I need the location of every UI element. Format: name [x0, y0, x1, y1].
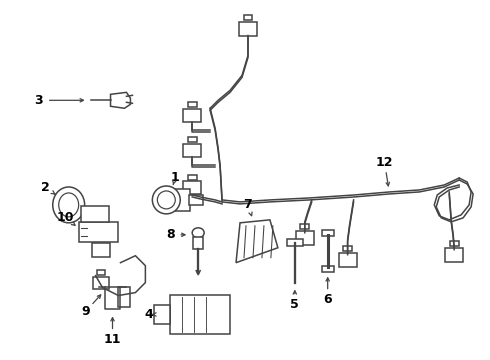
- Circle shape: [152, 186, 180, 214]
- Bar: [97, 270, 104, 275]
- Bar: [322, 230, 334, 236]
- Text: 8: 8: [166, 228, 174, 241]
- Ellipse shape: [59, 193, 78, 217]
- Bar: [154, 305, 171, 324]
- Polygon shape: [111, 92, 130, 108]
- Bar: [183, 144, 201, 157]
- Ellipse shape: [53, 187, 85, 223]
- Text: 10: 10: [57, 211, 74, 224]
- Text: 1: 1: [171, 171, 180, 184]
- Bar: [93, 276, 108, 289]
- Text: 5: 5: [291, 298, 299, 311]
- Ellipse shape: [192, 228, 204, 238]
- Bar: [171, 294, 230, 334]
- Bar: [244, 15, 252, 20]
- Text: 9: 9: [81, 305, 90, 318]
- Bar: [322, 266, 334, 272]
- Text: 12: 12: [376, 156, 393, 168]
- Bar: [188, 137, 196, 142]
- Bar: [239, 22, 257, 36]
- Bar: [189, 195, 203, 205]
- Text: 4: 4: [144, 308, 153, 321]
- Polygon shape: [236, 220, 278, 263]
- Bar: [445, 248, 463, 262]
- Bar: [343, 246, 352, 251]
- Bar: [287, 239, 303, 246]
- Bar: [193, 237, 203, 249]
- Bar: [162, 189, 190, 211]
- Bar: [188, 175, 196, 180]
- Bar: [92, 243, 110, 257]
- Bar: [78, 222, 119, 242]
- Bar: [300, 224, 309, 229]
- Text: 3: 3: [34, 94, 43, 107]
- Bar: [183, 109, 201, 122]
- Bar: [339, 253, 357, 267]
- Bar: [188, 102, 196, 107]
- Bar: [81, 206, 108, 222]
- Text: 11: 11: [104, 333, 121, 346]
- Bar: [450, 241, 459, 246]
- Bar: [296, 231, 314, 245]
- Text: 6: 6: [323, 293, 332, 306]
- Bar: [119, 287, 130, 306]
- Text: 2: 2: [41, 181, 50, 194]
- Circle shape: [157, 191, 175, 209]
- Text: 7: 7: [244, 198, 252, 211]
- Bar: [183, 181, 201, 194]
